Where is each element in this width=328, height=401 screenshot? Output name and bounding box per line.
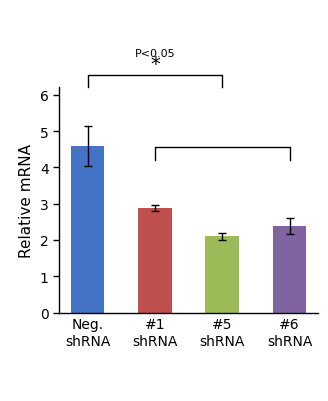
Bar (71, 146, 105, 313)
Y-axis label: Relative mRNA: Relative mRNA (19, 144, 34, 257)
Bar (205, 237, 239, 313)
Bar (138, 209, 172, 313)
Bar (273, 227, 306, 313)
Text: *: * (150, 55, 160, 74)
Text: P<0.05: P<0.05 (134, 49, 175, 59)
